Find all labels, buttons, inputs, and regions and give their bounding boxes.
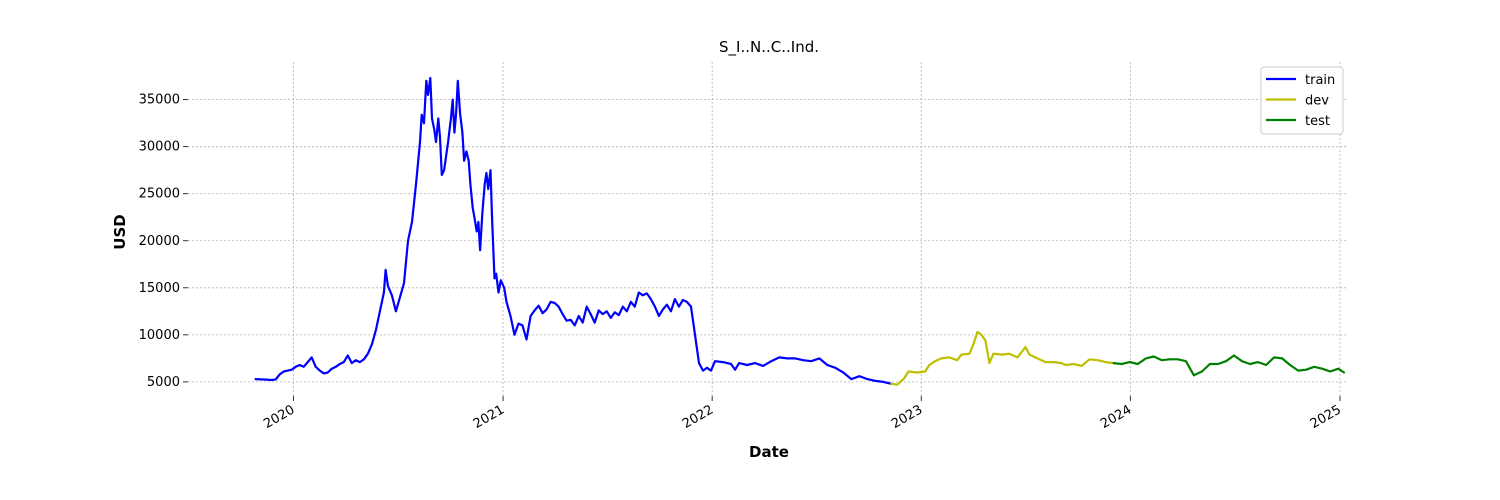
y-axis-title: USD [111, 214, 129, 249]
y-tick-label: 30000 [139, 140, 180, 155]
y-tick-label: 10000 [139, 328, 180, 343]
series-line-dev [890, 330, 1115, 386]
grid [188, 62, 1348, 396]
x-axis-title: Date [749, 443, 789, 461]
legend-label-test: test [1305, 114, 1330, 129]
legend: train dev test [1260, 66, 1344, 135]
series-lines [254, 76, 1346, 386]
series-line-test [1112, 354, 1346, 377]
x-tick-label: 2022 [680, 402, 716, 432]
y-tick-label: 5000 [147, 375, 180, 390]
y-tick-label: 25000 [139, 187, 180, 202]
x-tick-label: 2025 [1308, 402, 1344, 432]
chart-title: S_I..N..C..Ind. [719, 38, 819, 57]
legend-label-train: train [1305, 73, 1335, 88]
x-tick-label: 2023 [889, 402, 925, 432]
x-tick-label: 2021 [471, 402, 507, 432]
y-tick-label: 15000 [139, 281, 180, 296]
y-tick-label: 35000 [139, 93, 180, 108]
x-axis-ticks: 2020 2021 2022 2023 2024 2025 [261, 396, 1344, 432]
x-tick-label: 2020 [261, 402, 297, 432]
y-tick-label: 20000 [139, 234, 180, 249]
series-line-train [254, 76, 893, 385]
legend-label-dev: dev [1305, 94, 1329, 109]
y-axis-ticks: 5000 10000 15000 20000 25000 30000 35000 [139, 93, 188, 390]
legend-box [1260, 66, 1344, 135]
x-tick-label: 2024 [1098, 402, 1134, 432]
